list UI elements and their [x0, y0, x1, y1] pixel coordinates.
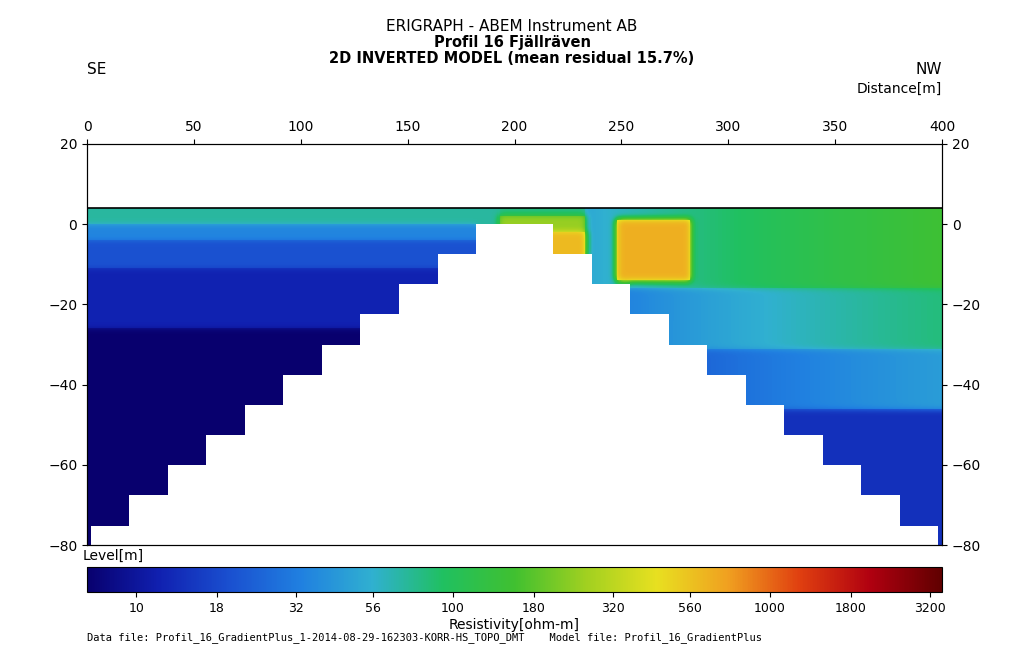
Text: Data file: Profil_16_GradientPlus_1-2014-08-29-162303-KORR-HS_TOPO_DMT    Model : Data file: Profil_16_GradientPlus_1-2014…: [87, 632, 762, 643]
Text: NW: NW: [915, 62, 942, 76]
Text: Profil 16 Fjällräven: Profil 16 Fjällräven: [433, 35, 591, 50]
Text: Distance[m]: Distance[m]: [857, 82, 942, 96]
Text: SE: SE: [87, 62, 106, 76]
X-axis label: Resistivity[ohm-m]: Resistivity[ohm-m]: [450, 617, 580, 632]
Text: Level[m]: Level[m]: [83, 549, 144, 563]
Text: 2D INVERTED MODEL (mean residual 15.7%): 2D INVERTED MODEL (mean residual 15.7%): [330, 51, 694, 66]
Text: ERIGRAPH - ABEM Instrument AB: ERIGRAPH - ABEM Instrument AB: [386, 19, 638, 33]
